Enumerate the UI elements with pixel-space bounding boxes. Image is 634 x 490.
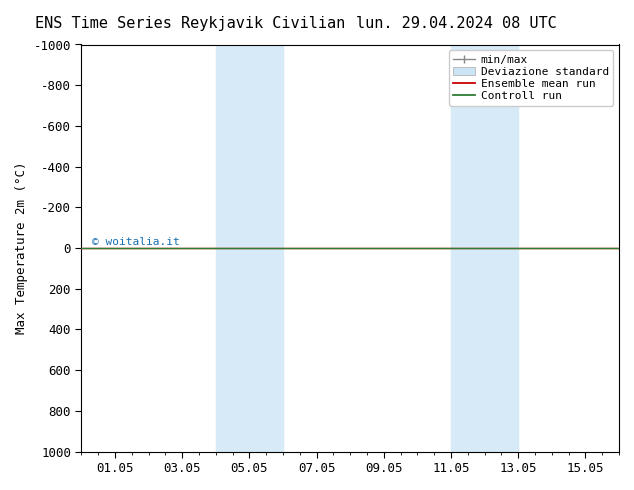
Bar [216,45,283,452]
Text: ENS Time Series Reykjavik Civilian: ENS Time Series Reykjavik Civilian [35,16,346,31]
Y-axis label: Max Temperature 2m (°C): Max Temperature 2m (°C) [15,162,28,334]
Text: © woitalia.it: © woitalia.it [92,237,180,247]
Legend: min/max, Deviazione standard, Ensemble mean run, Controll run: min/max, Deviazione standard, Ensemble m… [448,50,614,106]
Text: lun. 29.04.2024 08 UTC: lun. 29.04.2024 08 UTC [356,16,557,31]
Bar [451,45,518,452]
